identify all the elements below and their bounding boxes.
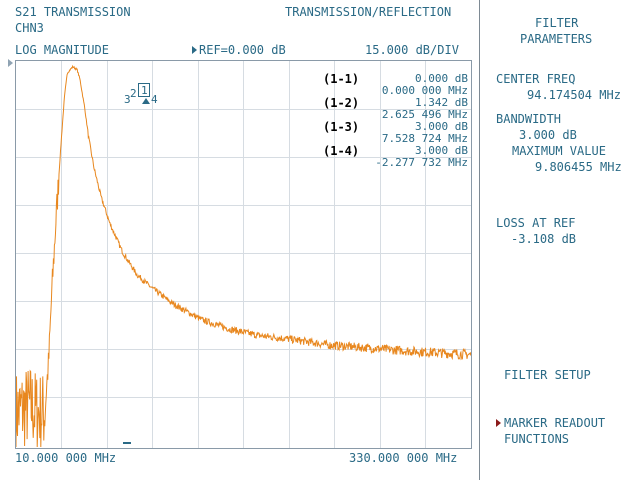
panel-divider bbox=[479, 0, 480, 480]
grid-line bbox=[107, 61, 108, 448]
active-softkey-arrow-icon bbox=[496, 419, 501, 427]
marker-value: 1.342 dB bbox=[415, 96, 468, 109]
maximum-value-label: MAXIMUM VALUE bbox=[512, 144, 606, 158]
marker-tag-3: 3 bbox=[124, 93, 131, 106]
marker-value: 3.000 dB bbox=[415, 144, 468, 157]
mode-title: TRANSMISSION/REFLECTION bbox=[285, 5, 452, 19]
center-tick-icon bbox=[123, 442, 131, 444]
marker-value: 0.000 000 MHz bbox=[381, 84, 468, 97]
ref-level-label: REF=0.000 dB bbox=[199, 43, 286, 57]
marker-1-box-icon[interactable] bbox=[138, 83, 150, 97]
grid-line bbox=[380, 61, 381, 448]
bandwidth-value: 3.000 dB bbox=[519, 128, 577, 142]
grid-line bbox=[243, 61, 244, 448]
marker-readout-label: MARKER READOUT bbox=[504, 416, 606, 430]
plot-area bbox=[15, 60, 472, 449]
grid-line bbox=[425, 61, 426, 448]
grid-line bbox=[334, 61, 335, 448]
panel-title: FILTER bbox=[535, 16, 579, 30]
format-label: LOG MAGNITUDE bbox=[15, 43, 109, 57]
maximum-value: 9.806455 MHz bbox=[535, 160, 622, 174]
ref-level-marker-icon bbox=[8, 59, 13, 67]
center-freq-value: 94.174504 MHz bbox=[527, 88, 621, 102]
grid-line bbox=[61, 61, 62, 448]
grid-line bbox=[152, 61, 153, 448]
marker-label: (1-3) bbox=[323, 120, 360, 134]
s21-trace-chart bbox=[16, 64, 471, 448]
s21-trace-line bbox=[16, 64, 471, 448]
measurement-title: S21 TRANSMISSION bbox=[15, 5, 131, 19]
filter-setup-softkey[interactable]: FILTER SETUP bbox=[504, 368, 591, 382]
marker-tag-4: 4 bbox=[151, 93, 158, 106]
marker-value: -2.277 732 MHz bbox=[375, 156, 468, 169]
channel-label: CHN3 bbox=[15, 21, 44, 35]
marker-tag-1: 1 bbox=[141, 84, 148, 97]
start-frequency: 10.000 000 MHz bbox=[15, 451, 117, 465]
center-freq-label: CENTER FREQ bbox=[496, 72, 576, 86]
marker-triangle-icon bbox=[142, 98, 150, 104]
ref-pointer-icon bbox=[192, 46, 197, 54]
marker-label: (1-1) bbox=[323, 72, 360, 86]
marker-label: (1-2) bbox=[323, 96, 360, 110]
scale-label: 15.000 dB/DIV bbox=[365, 43, 459, 57]
grid-line bbox=[198, 61, 199, 448]
marker-readout-label-2: FUNCTIONS bbox=[504, 432, 570, 446]
loss-at-ref-label: LOSS AT REF bbox=[496, 216, 576, 230]
panel-subtitle: PARAMETERS bbox=[520, 32, 593, 46]
bandwidth-label: BANDWIDTH bbox=[496, 112, 562, 126]
grid-line bbox=[289, 61, 290, 448]
marker-value: 3.000 dB bbox=[415, 120, 468, 133]
loss-at-ref-value: -3.108 dB bbox=[511, 232, 577, 246]
marker-label: (1-4) bbox=[323, 144, 360, 158]
marker-readout-softkey[interactable]: MARKER READOUT FUNCTIONS bbox=[504, 416, 624, 448]
marker-value: 7.528 724 MHz bbox=[381, 132, 468, 145]
marker-value: 2.625 496 MHz bbox=[381, 108, 468, 121]
stop-frequency: 330.000 000 MHz bbox=[349, 451, 458, 465]
marker-tag-2: 2 bbox=[130, 87, 137, 100]
marker-value: 0.000 dB bbox=[415, 72, 468, 85]
